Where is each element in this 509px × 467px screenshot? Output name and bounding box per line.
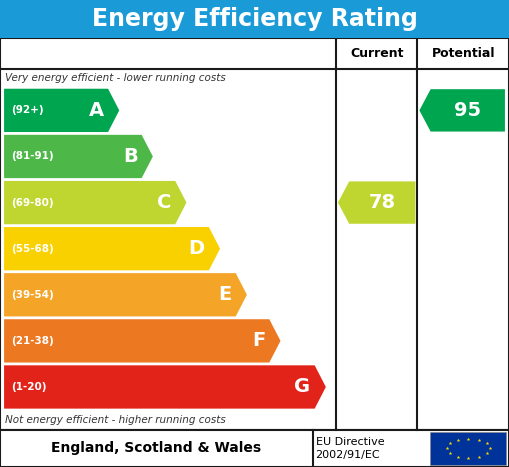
Polygon shape	[4, 365, 326, 409]
Text: G: G	[295, 377, 310, 396]
Text: (55-68): (55-68)	[11, 244, 53, 254]
Text: Current: Current	[350, 47, 404, 60]
Text: England, Scotland & Wales: England, Scotland & Wales	[51, 441, 262, 455]
Text: A: A	[89, 101, 104, 120]
Text: (92+): (92+)	[11, 106, 43, 115]
Text: 95: 95	[454, 101, 482, 120]
Polygon shape	[4, 273, 247, 317]
Polygon shape	[4, 227, 220, 270]
Polygon shape	[338, 181, 415, 224]
Text: EU Directive
2002/91/EC: EU Directive 2002/91/EC	[316, 437, 384, 460]
Text: Not energy efficient - higher running costs: Not energy efficient - higher running co…	[5, 415, 226, 425]
Text: D: D	[189, 239, 205, 258]
Text: (1-20): (1-20)	[11, 382, 46, 392]
Text: (21-38): (21-38)	[11, 336, 53, 346]
Polygon shape	[419, 89, 505, 132]
Text: (39-54): (39-54)	[11, 290, 53, 300]
Text: E: E	[218, 285, 232, 304]
Text: Potential: Potential	[432, 47, 495, 60]
Polygon shape	[4, 135, 153, 178]
Bar	[0, 38, 509, 430]
Bar	[430, 432, 506, 465]
Bar	[0, 430, 509, 467]
Text: C: C	[157, 193, 171, 212]
Polygon shape	[4, 89, 119, 132]
Text: F: F	[252, 332, 265, 350]
Text: B: B	[123, 147, 137, 166]
Text: Very energy efficient - lower running costs: Very energy efficient - lower running co…	[5, 73, 226, 83]
Text: 78: 78	[369, 193, 396, 212]
Bar	[0, 0, 509, 38]
Text: Energy Efficiency Rating: Energy Efficiency Rating	[92, 7, 417, 31]
Polygon shape	[4, 181, 186, 224]
Text: (81-91): (81-91)	[11, 151, 53, 162]
Text: (69-80): (69-80)	[11, 198, 53, 207]
Polygon shape	[4, 319, 280, 362]
